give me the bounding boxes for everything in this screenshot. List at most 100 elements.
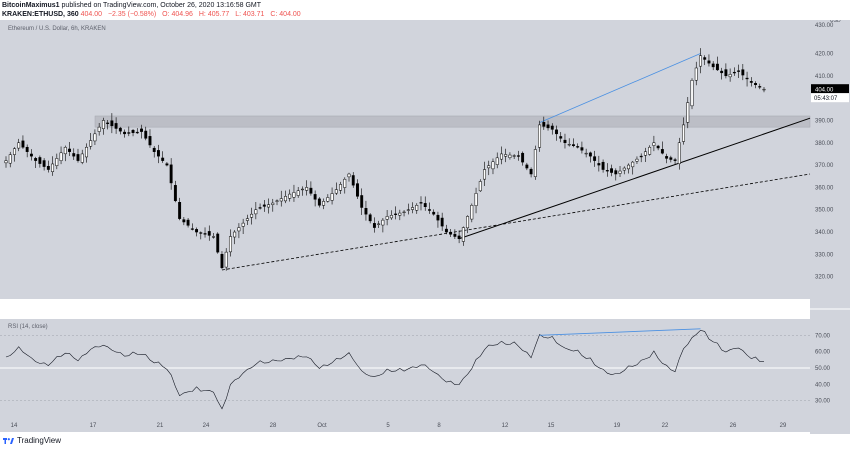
candle-body — [406, 209, 410, 211]
candle-body — [339, 184, 342, 191]
candle — [267, 198, 270, 214]
candle — [715, 56, 719, 71]
candle-body — [63, 146, 67, 155]
candle — [732, 67, 736, 76]
candle-body — [483, 169, 486, 180]
candle — [707, 54, 711, 67]
candle — [741, 63, 745, 81]
candle — [381, 217, 385, 233]
candle-body — [491, 161, 495, 170]
candle — [93, 129, 97, 145]
price-tick-label: 380.00 — [815, 141, 834, 147]
candle — [245, 214, 249, 225]
candle — [406, 203, 410, 215]
candle-body — [356, 183, 359, 197]
candle-body — [173, 185, 177, 202]
candle-body — [593, 156, 597, 161]
candle — [474, 187, 478, 214]
candle — [571, 138, 575, 148]
candle-body — [351, 175, 355, 186]
candle-body — [580, 147, 584, 151]
candle — [148, 129, 152, 148]
candle-body — [728, 74, 732, 78]
candle-body — [521, 152, 525, 163]
candle-body — [360, 195, 364, 208]
candle — [80, 149, 84, 165]
candle — [305, 180, 309, 196]
candle-body — [622, 167, 626, 171]
candle-body — [212, 236, 215, 238]
candle-body — [38, 157, 42, 164]
candle-body — [190, 228, 194, 230]
chart-area[interactable]: 320.00 330.00 340.00 350.00 360.00 370.00 380.… — [0, 20, 850, 434]
candle-body — [470, 205, 474, 220]
candle — [85, 143, 88, 163]
candle-body — [453, 233, 457, 237]
candle-body — [372, 223, 376, 228]
candle-body — [317, 198, 321, 206]
candle-body — [495, 157, 499, 165]
candle — [161, 151, 165, 163]
candle — [648, 145, 652, 156]
publish-info: published on TradingView.com, October 26… — [61, 2, 262, 9]
candle-body — [228, 236, 232, 253]
candle-body — [440, 217, 444, 227]
candle — [275, 199, 279, 206]
candle-body — [72, 153, 76, 157]
candle — [368, 213, 372, 224]
time-tick-label: 26 — [730, 423, 737, 429]
candle — [635, 156, 639, 165]
candle-body — [631, 161, 635, 168]
candle-body — [322, 201, 326, 206]
candle-body — [707, 60, 711, 64]
candle — [254, 201, 258, 220]
candles — [4, 48, 766, 271]
candle-body — [4, 160, 8, 164]
candle — [284, 190, 287, 204]
candle-body — [466, 216, 470, 229]
candle-body — [131, 129, 135, 133]
candle-body — [93, 133, 97, 142]
countdown-marker — [811, 93, 849, 103]
candle — [63, 145, 67, 162]
candle-body — [207, 231, 211, 236]
time-tick-label: 17 — [90, 423, 97, 429]
candle — [207, 225, 211, 241]
candle-body — [21, 140, 25, 148]
candle-body — [347, 173, 351, 178]
candle — [584, 148, 588, 158]
candle — [512, 154, 516, 160]
candle — [440, 212, 444, 231]
footer-brand[interactable]: TradingView — [17, 436, 62, 445]
candle — [711, 61, 715, 71]
candle — [601, 159, 605, 173]
candle-body — [309, 187, 313, 194]
candle — [610, 164, 614, 177]
candle — [118, 126, 122, 135]
candle — [720, 67, 724, 80]
candle — [508, 152, 512, 160]
candle-body — [512, 155, 516, 157]
candle-body — [398, 212, 402, 216]
candle-body — [106, 122, 110, 124]
author-name[interactable]: BitcoinMaximus1 — [2, 2, 60, 9]
candle — [737, 64, 741, 79]
candle — [665, 153, 669, 164]
rsi-line — [5, 329, 764, 410]
candle-body — [377, 223, 381, 225]
candle-body — [17, 142, 21, 149]
candle — [385, 210, 389, 226]
candle-body — [250, 213, 254, 218]
time-tick-label: Oct — [317, 423, 327, 429]
candle — [428, 202, 431, 214]
candle-body — [161, 157, 165, 161]
price-axis-unit: USD — [830, 20, 841, 24]
candle-body — [571, 144, 575, 146]
time-axis-background — [0, 417, 810, 432]
close-value: C: 404.00 — [270, 11, 301, 18]
candle — [533, 145, 537, 180]
candle-body — [690, 80, 694, 107]
rsi-tick-label: 30.00 — [815, 399, 831, 405]
candle-body — [694, 67, 698, 81]
candle-body — [68, 148, 71, 152]
